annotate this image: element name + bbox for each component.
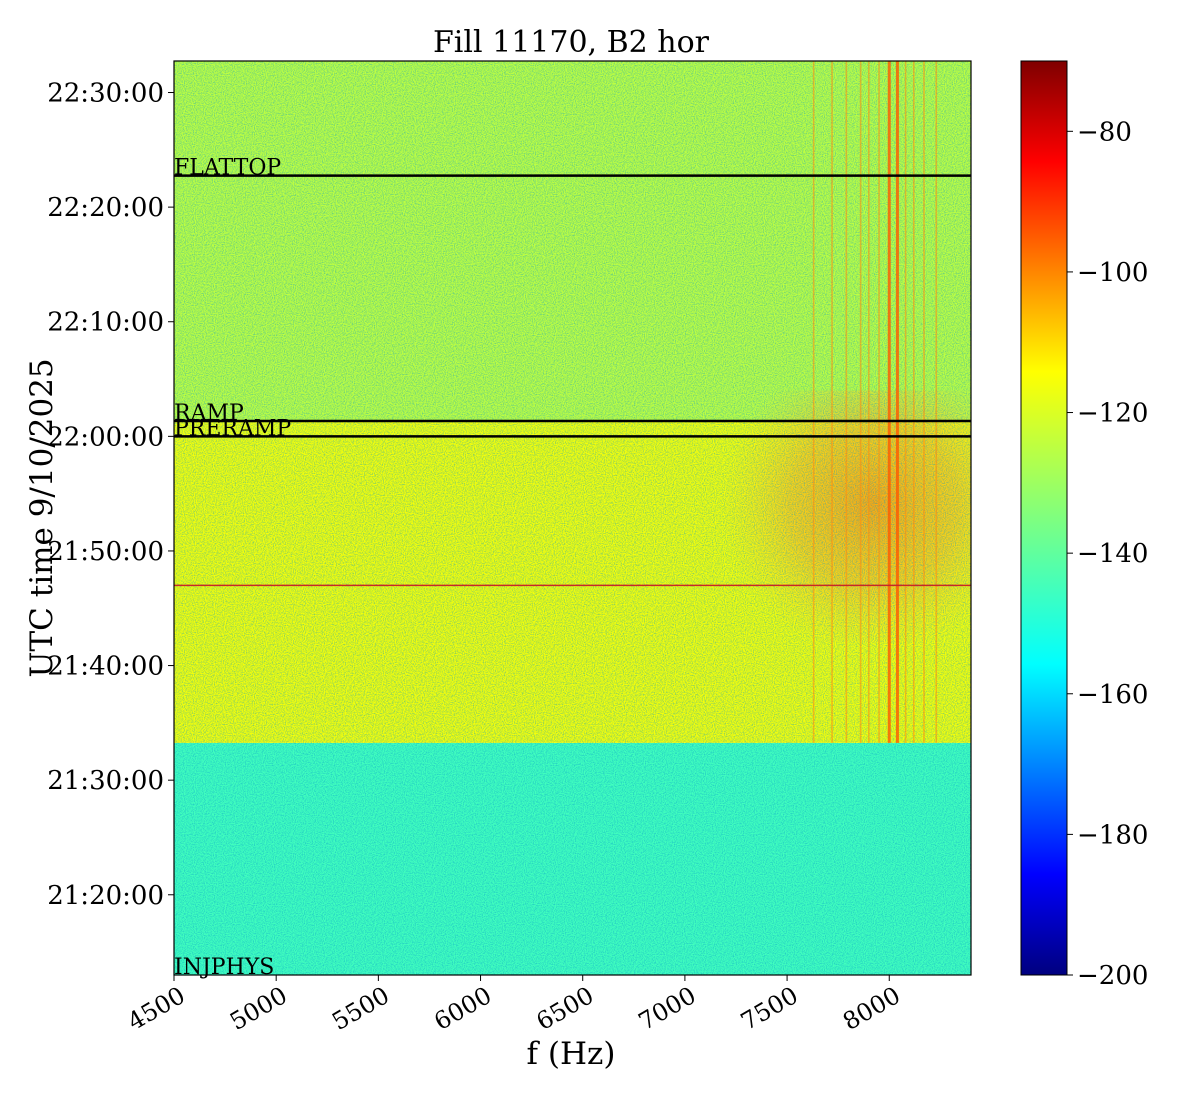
x-tick-label: 8000	[838, 981, 905, 1036]
colorbar-tick-label: −180	[1077, 820, 1148, 850]
y-tick-label: 21:50:00	[47, 537, 164, 567]
y-tick-label: 22:30:00	[47, 79, 164, 109]
colorbar: −80 −100 −120 −140 −160 −180 −200	[1020, 60, 1148, 991]
y-tick-label: 21:30:00	[47, 766, 164, 796]
event-label: RAMP	[174, 401, 244, 426]
colorbar-gradient	[1020, 60, 1068, 976]
y-tick-label: 22:00:00	[47, 422, 164, 452]
event-label: PRERAMP	[174, 416, 291, 441]
x-tick-label: 4500	[123, 981, 190, 1036]
x-tick-label: 6000	[429, 981, 496, 1036]
colorbar-tick-label: −120	[1077, 399, 1148, 429]
y-axis-ticks: 21:20:00 21:30:00 21:40:00 21:50:00 22:00:00…	[47, 79, 174, 911]
colorbar-tick-label: −80	[1077, 117, 1132, 147]
plot-frame	[173, 60, 972, 976]
x-tick-label: 6500	[532, 981, 599, 1036]
x-tick-label: 7500	[736, 981, 803, 1036]
x-tick-label: 5500	[327, 981, 394, 1036]
colorbar-tick-label: −160	[1077, 680, 1148, 710]
x-tick-label: 7000	[634, 981, 701, 1036]
heatmap-layer	[174, 61, 971, 975]
x-axis-ticks: 4500 5000 5500 6000 6500 7000 7500 8000	[123, 975, 905, 1036]
y-tick-label: 22:10:00	[47, 308, 164, 338]
event-label: FLATTOP	[174, 156, 281, 181]
y-tick-label: 22:20:00	[47, 193, 164, 223]
x-tick-label: 5000	[225, 981, 292, 1036]
y-tick-label: 21:40:00	[47, 652, 164, 682]
colorbar-tick-label: −100	[1077, 258, 1148, 288]
colorbar-tick-label: −140	[1077, 539, 1148, 569]
x-axis-label: f (Hz)	[527, 1036, 616, 1072]
noise-texture	[174, 61, 971, 975]
y-axis-label: UTC time 9/10/2025	[24, 358, 60, 677]
colorbar-tick-label: −200	[1077, 961, 1148, 991]
colorbar-ticks: −80 −100 −120 −140 −160 −180 −200	[1067, 117, 1148, 991]
y-tick-label: 21:20:00	[47, 881, 164, 911]
chart-title: Fill 11170, B2 hor	[433, 25, 710, 60]
event-label: INJPHYS	[174, 955, 274, 980]
